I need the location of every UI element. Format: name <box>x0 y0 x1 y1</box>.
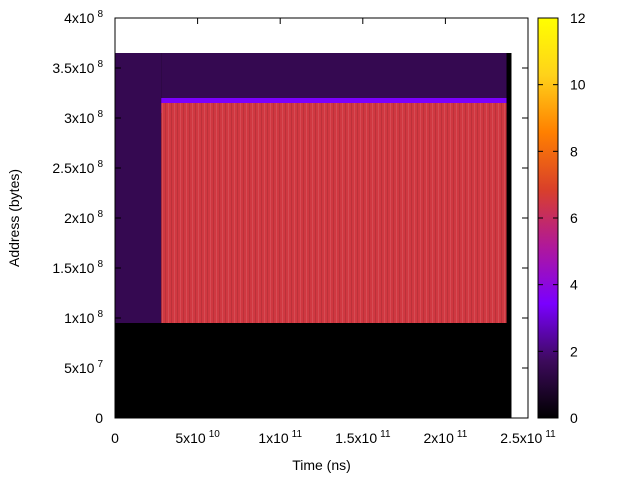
x-tick-label: 2.5x10 11 <box>500 429 556 446</box>
colorbar-tick-label: 10 <box>570 77 586 93</box>
x-tick-label: 5x10 10 <box>175 429 220 446</box>
y-axis-title: Address (bytes) <box>6 169 22 267</box>
y-tick-label: 1.5x10 8 <box>52 259 103 276</box>
y-tick-label: 0 <box>95 410 103 426</box>
y-tick-label: 4x10 8 <box>64 9 103 26</box>
colorbar-tick-label: 6 <box>570 210 578 226</box>
y-tick-label: 2x10 8 <box>64 209 103 226</box>
colorbar-tick-label: 2 <box>570 343 578 359</box>
heatmap-region-early-sparse <box>115 53 162 323</box>
x-axis-title: Time (ns) <box>292 457 351 473</box>
y-tick-label: 1x10 8 <box>64 309 103 326</box>
y-tick-label: 5x10 7 <box>64 359 103 376</box>
plot-area <box>115 53 512 418</box>
y-tick-label: 3.5x10 8 <box>52 59 103 76</box>
x-tick-label: 0 <box>111 430 119 446</box>
x-tick-label: 1.5x10 11 <box>335 429 391 446</box>
heatmap-region-upper-band <box>161 53 507 103</box>
colorbar-axis: 0 2 4 6 8 10 12 <box>538 10 586 426</box>
y-tick-label: 3x10 8 <box>64 109 103 126</box>
colorbar-tick-label: 0 <box>570 410 578 426</box>
y-axis: 0 5x10 7 1x10 8 1.5x10 8 2x10 8 2.5x10 8 3x10 8 3.5x1… <box>52 9 528 426</box>
x-axis: 0 5x10 10 1x10 11 1.5x10 11 2x10 11 2.5x10 11 <box>111 18 556 446</box>
x-tick-label: 1x10 11 <box>258 429 302 446</box>
y-tick-label: 2.5x10 8 <box>52 159 103 176</box>
x-tick-label: 2x10 11 <box>424 429 468 446</box>
colorbar-tick-label: 4 <box>570 277 578 293</box>
colorbar-tick-label: 8 <box>570 143 578 159</box>
colorbar-tick-label: 12 <box>570 10 586 26</box>
heatmap-texture <box>161 103 507 323</box>
